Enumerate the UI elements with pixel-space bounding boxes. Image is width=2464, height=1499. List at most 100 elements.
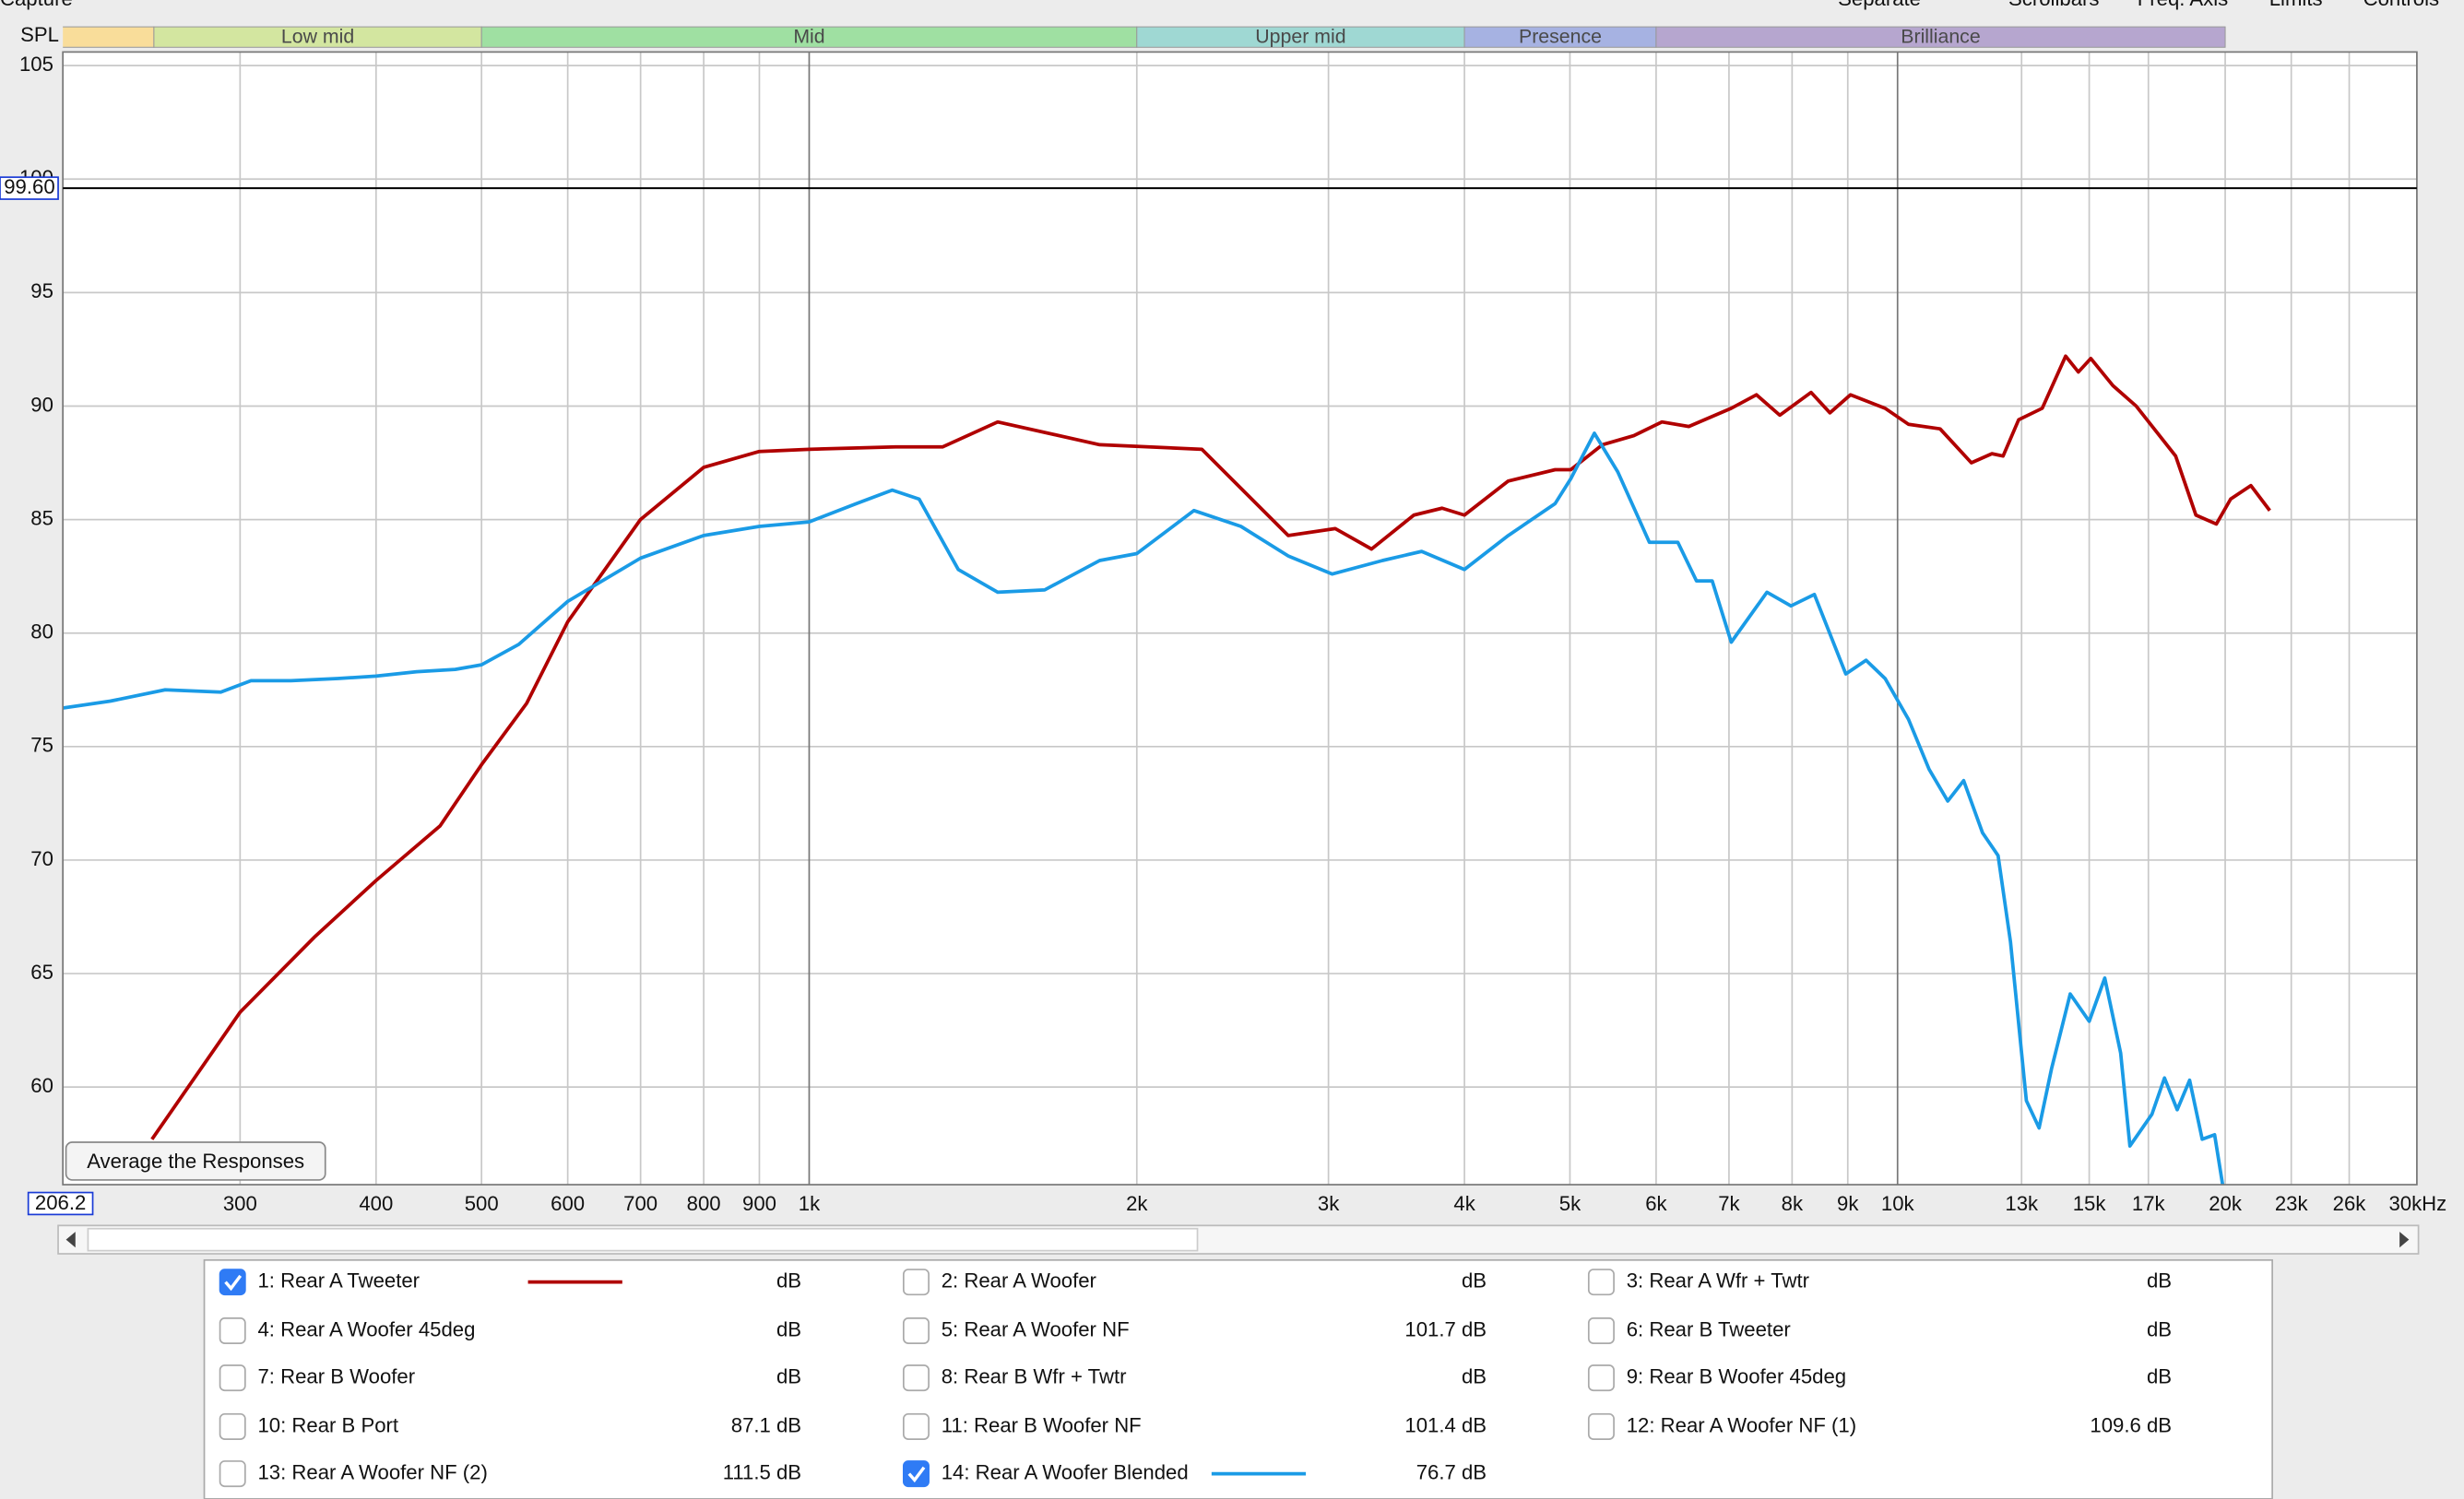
x-tick-label: 7k [1718,1192,1740,1215]
x-tick-label: 300 [223,1192,257,1215]
x-tick-label: 3k [1318,1192,1340,1215]
toolbar-item[interactable]: Freq. Axis [2138,0,2228,10]
legend: 1: Rear A Tweeter dB 2: Rear A Woofer dB 3: … [219,1269,2172,1488]
checkbox[interactable] [219,1364,246,1392]
cursor-x-value: 206.2 [35,1191,86,1214]
x-tick-label: 20k [2209,1192,2243,1215]
plot-frame [62,51,2418,1186]
legend-panel [203,1258,2273,1499]
checkbox[interactable] [1587,1412,1615,1440]
toolbar-item[interactable]: Separate [1838,0,1921,10]
x-tick-label: 26k [2333,1192,2367,1215]
checkbox[interactable] [219,1317,246,1344]
y-tick-label: 75 [30,734,53,757]
legend-label[interactable]: 10: Rear B Port [257,1413,398,1436]
axis-labels: 6065707580859095100105300400500600700800… [0,53,2446,1216]
legend-label[interactable]: 5: Rear A Woofer NF [942,1317,1130,1340]
x-tick-label: 9k [1837,1192,1859,1215]
y-axis-label: SPL [20,23,59,46]
legend-label[interactable]: 13: Rear A Woofer NF (2) [257,1460,487,1483]
x-tick-label: 2k [1126,1192,1148,1215]
legend-label[interactable]: 1: Rear A Tweeter [257,1269,420,1292]
button-face[interactable] [65,1141,326,1181]
legend-label[interactable]: 9: Rear B Woofer 45deg [1627,1364,1846,1387]
x-tick-label: 23k [2275,1192,2309,1215]
legend-reading: dB [1462,1364,1487,1387]
band-label: Presence [1519,26,1602,48]
checkmark[interactable] [907,1466,926,1483]
x-tick-label: 1k [799,1192,821,1215]
checkbox[interactable] [902,1317,930,1344]
scroll-right-arrow[interactable] [2399,1232,2410,1248]
legend-reading: 111.5 dB [723,1460,801,1483]
x-tick-label: 700 [623,1192,657,1215]
checkbox[interactable] [219,1269,246,1296]
legend-label[interactable]: 6: Rear B Tweeter [1627,1317,1791,1340]
legend-reading: dB [2147,1317,2172,1340]
legend-label[interactable]: 4: Rear A Woofer 45deg [257,1317,475,1340]
band-label: Mid [793,26,824,48]
y-tick-label: 105 [19,53,53,76]
legend-reading: dB [776,1364,801,1387]
toolbar: Capture Separate Scrollbars Freq. Axis Limit… [0,0,2439,10]
x-tick-label: 8k [1782,1192,1804,1215]
x-tick-label: 5k [1559,1192,1581,1215]
checkbox[interactable] [1587,1317,1615,1344]
legend-reading: dB [2147,1269,2172,1292]
legend-label[interactable]: 2: Rear A Woofer [942,1269,1096,1292]
checkbox[interactable] [1587,1364,1615,1392]
checkbox[interactable] [1587,1269,1615,1296]
x-tick-label: 15k [2073,1192,2107,1215]
legend-reading: dB [776,1317,801,1340]
legend-reading: dB [776,1269,801,1292]
x-tick-label: 500 [465,1192,499,1215]
scroll-thumb[interactable] [87,1227,1199,1252]
x-tick-label: 400 [359,1192,393,1215]
toolbar-item[interactable]: Scrollbars [2008,0,2099,10]
checkbox[interactable] [902,1364,930,1392]
toolbar-item[interactable]: Capture [0,0,73,10]
checkbox[interactable] [902,1412,930,1440]
y-tick-label: 90 [30,393,53,416]
y-tick-label: 70 [30,847,53,870]
legend-reading: 101.4 dB [1404,1413,1487,1436]
band-label: Low mid [281,26,354,48]
x-tick-label: 800 [687,1192,721,1215]
scrollbar[interactable] [57,1224,2420,1255]
legend-label[interactable]: 7: Rear B Woofer [257,1364,415,1387]
band-label: Brilliance [1901,26,1980,48]
checkbox[interactable] [902,1269,930,1296]
legend-reading: dB [2147,1364,2172,1387]
legend-label[interactable]: 14: Rear A Woofer Blended [942,1460,1189,1483]
checkbox[interactable] [219,1412,246,1440]
legend-reading: dB [1462,1269,1487,1292]
band-strip: Low mid Mid Upper mid Presence Brilliance [63,26,2226,48]
button-label[interactable]: Average the Responses [87,1150,304,1173]
cursor-y-value: 99.60 [4,175,54,198]
average-button[interactable]: Average the Responses [65,1141,326,1181]
legend-label[interactable]: 8: Rear B Wfr + Twtr [942,1364,1127,1387]
checkbox[interactable] [902,1460,930,1488]
legend-label[interactable]: 3: Rear A Wfr + Twtr [1627,1269,1809,1292]
band-label: Upper mid [1255,26,1345,48]
cursor-y-box [0,176,59,200]
response-curve [150,354,2271,1140]
legend-reading: 87.1 dB [731,1413,801,1436]
x-tick-label: 30kHz [2388,1192,2446,1215]
toolbar-item[interactable]: Controls [2363,0,2439,10]
grid [63,52,2418,1186]
x-tick-label: 17k [2132,1192,2166,1215]
legend-reading: 76.7 dB [1416,1460,1487,1483]
legend-label[interactable]: 11: Rear B Woofer NF [942,1413,1142,1436]
checkmark[interactable] [224,1274,243,1292]
legend-reading: 101.7 dB [1404,1317,1487,1340]
legend-label[interactable]: 12: Rear A Woofer NF (1) [1627,1413,1856,1436]
scroll-left-arrow[interactable] [65,1232,76,1248]
x-tick-label: 600 [551,1192,585,1215]
toolbar-item[interactable]: Limits [2269,0,2323,10]
checkbox[interactable] [219,1460,246,1488]
x-tick-label: 6k [1645,1192,1667,1215]
y-tick-label: 80 [30,620,53,643]
curves [63,354,2271,1186]
